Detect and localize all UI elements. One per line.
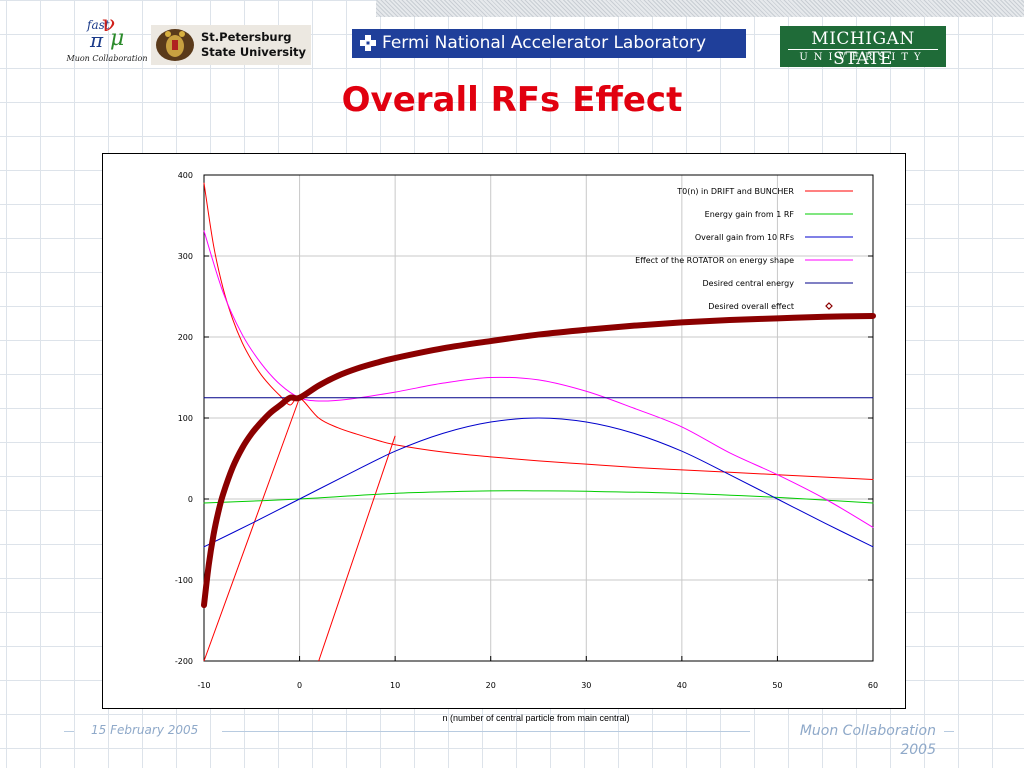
y-tick-label: 0	[188, 495, 193, 504]
x-tick-label: 30	[581, 681, 591, 690]
legend-label-3: Overall gain from 10 RFs	[695, 233, 794, 242]
y-tick-label: -200	[175, 657, 193, 666]
series-line-2	[203, 490, 874, 504]
footer-date: 15 February 2005	[91, 723, 199, 737]
legend-label-1: T0(n) in DRIFT and BUNCHER	[676, 187, 794, 196]
series-line-4	[203, 230, 874, 528]
muon-logo-caption: Muon Collaboration	[66, 54, 148, 63]
y-tick-label: 200	[178, 333, 193, 342]
y-tick-label: -100	[175, 576, 193, 585]
legend-marker-diamond	[825, 302, 833, 310]
y-tick-label: 400	[178, 171, 193, 180]
x-tick-label: 50	[772, 681, 782, 690]
muon-collaboration-logo: fast ν π μ Muon Collaboration	[66, 12, 148, 64]
x-tick-label: 0	[297, 681, 302, 690]
nu-glyph-icon: ν	[102, 12, 116, 37]
footer-rule-middle	[222, 731, 750, 732]
fermilab-emblem-icon	[360, 35, 376, 51]
x-axis-label: n (number of central particle from main …	[442, 713, 630, 723]
legend-label-6: Desired overall effect	[708, 302, 794, 311]
spb-logo-text: St.Petersburg State University	[201, 30, 307, 59]
footer-organization: Muon Collaboration 2005	[799, 723, 936, 758]
msu-logo-line2: UNIVERSITY	[799, 52, 927, 63]
legend-label-5: Desired central energy	[703, 279, 795, 288]
msu-logo-rule	[788, 49, 938, 50]
eagle-crest-icon	[156, 29, 194, 61]
x-tick-label: 10	[390, 681, 400, 690]
legend-label-2: Energy gain from 1 RF	[705, 210, 795, 219]
footer-rule-left	[64, 731, 74, 732]
msu-logo-line1: MICHIGAN STATE	[811, 29, 915, 69]
x-tick-label: 60	[868, 681, 878, 690]
legend-label-4: Effect of the ROTATOR on energy shape	[635, 256, 794, 265]
annotation-line	[318, 435, 396, 662]
pi-glyph-icon: π	[90, 28, 104, 52]
x-tick-label: 20	[486, 681, 496, 690]
mu-glyph-icon: μ	[110, 26, 125, 51]
msu-logo: MICHIGAN STATE UNIVERSITY	[780, 26, 946, 69]
annotation-line	[203, 397, 301, 662]
footer-rule-right	[944, 731, 954, 732]
muon-logo-fast: fast	[87, 18, 110, 32]
top-decor-strip	[376, 0, 1024, 17]
slide-title: Overall RFs Effect	[341, 80, 683, 120]
series-line-1	[203, 182, 874, 481]
x-tick-label: 40	[677, 681, 687, 690]
fermilab-logo: Fermi National Accelerator Laboratory	[352, 29, 746, 58]
series-line-3	[203, 417, 874, 548]
x-tick-label: -10	[197, 681, 210, 690]
y-tick-label: 300	[178, 252, 193, 261]
y-tick-label: 100	[178, 414, 193, 423]
chart-frame: -10 0 10 20 30 40 50 60 -200 -100 0 100 200 300 400 T0(…	[102, 153, 906, 709]
fermilab-logo-text: Fermi National Accelerator Laboratory	[382, 33, 707, 53]
spb-university-logo: St.Petersburg State University	[151, 25, 311, 65]
series-line-6	[201, 312, 876, 609]
line-chart: -10 0 10 20 30 40 50 60-200-1000100200300400T0(…	[175, 171, 878, 690]
